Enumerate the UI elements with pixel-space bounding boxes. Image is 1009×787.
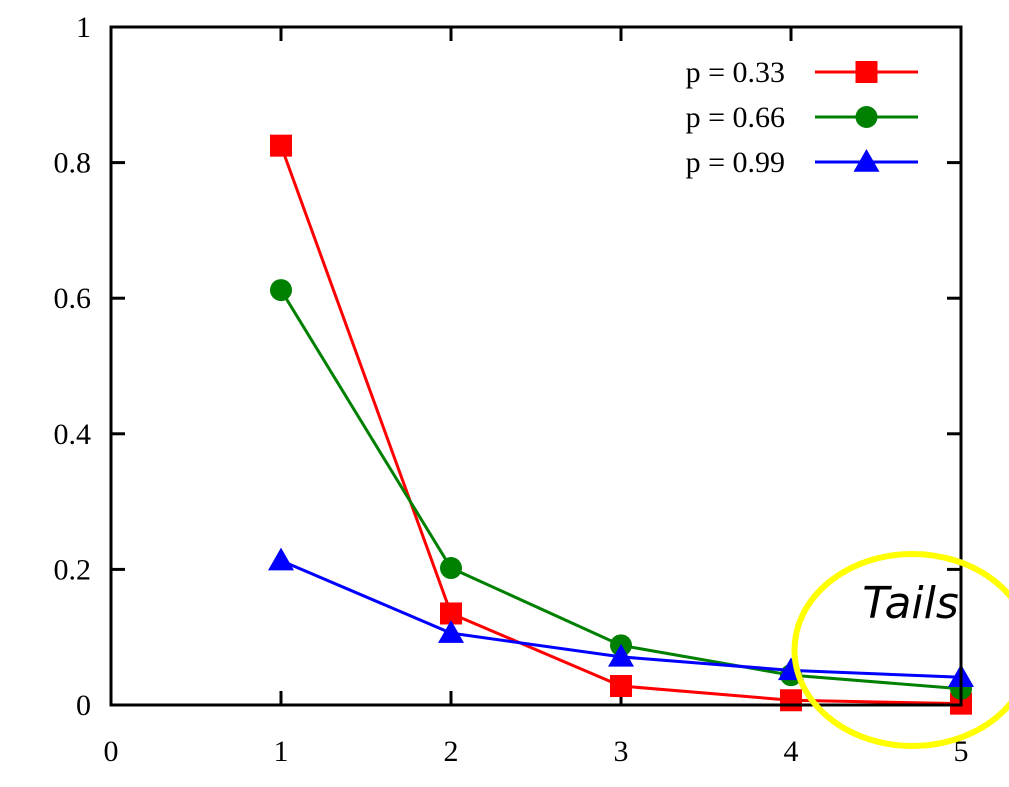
- y-tick-label: 0: [76, 689, 91, 722]
- data-point-triangle: [608, 643, 634, 667]
- y-tick-label: 0.2: [54, 553, 92, 586]
- legend-marker-circle: [855, 106, 878, 128]
- x-tick-label: 4: [784, 735, 799, 768]
- y-tick-labels: 0 0.2 0.4 0.6 0.8 1: [54, 11, 92, 722]
- legend-marker-square: [855, 61, 878, 83]
- legend: p = 0.33 p = 0.66 p = 0.99: [686, 56, 918, 179]
- plot-frame: [109, 25, 963, 707]
- y-tick-label: 0.6: [54, 282, 92, 315]
- data-point-circle: [440, 557, 462, 580]
- annotation-label: Tails: [862, 578, 959, 629]
- series-line: [279, 289, 962, 691]
- tails-annotation: Tails: [791, 551, 1009, 749]
- highlight-ellipse: [791, 551, 1009, 749]
- data-point-square: [440, 602, 462, 625]
- legend-label: p = 0.66: [686, 101, 785, 134]
- x-tick-labels: 0 1 2 3 4 5: [104, 735, 969, 768]
- x-tick-label: 5: [954, 735, 969, 768]
- x-tick-label: 1: [274, 735, 289, 768]
- x-tick-label: 2: [444, 735, 459, 768]
- y-tick-label: 1: [76, 11, 91, 44]
- x-tick-label: 3: [614, 735, 629, 768]
- data-point-triangle: [268, 547, 294, 571]
- data-point-triangle: [438, 620, 464, 643]
- legend-label: p = 0.99: [686, 146, 785, 179]
- legend-marker-triangle: [853, 149, 880, 172]
- data-point-square: [610, 675, 632, 698]
- series-circle: [270, 279, 972, 700]
- series-layer: [268, 134, 974, 715]
- series-line: [279, 145, 962, 706]
- data-point-square: [780, 689, 802, 712]
- data-point-circle: [270, 279, 292, 302]
- y-tick-label: 0.4: [54, 418, 92, 451]
- legend-label: p = 0.33: [686, 56, 785, 89]
- y-tick-label: 0.8: [54, 147, 92, 180]
- axis-ticks: [109, 25, 963, 707]
- x-tick-label: 0: [104, 735, 119, 768]
- data-point-square: [270, 134, 292, 157]
